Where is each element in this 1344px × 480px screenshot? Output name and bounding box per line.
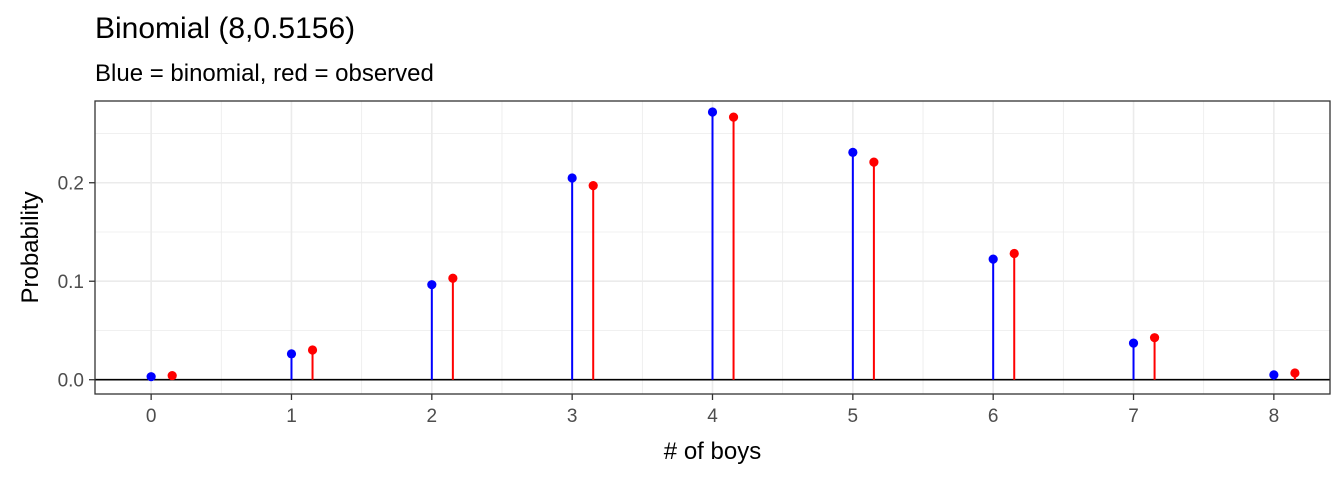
binomial-point <box>427 280 437 290</box>
y-tick-label: 0.1 <box>58 272 84 293</box>
chart-marks <box>146 107 1300 382</box>
observed-point <box>167 370 177 381</box>
chart-title: Binomial (8,0.5156) <box>95 12 356 45</box>
binomial-point <box>146 372 156 382</box>
y-axis-ticks: 0.0 0.1 0.2 <box>58 174 95 392</box>
x-tick-label: 7 <box>1128 406 1139 427</box>
x-tick-label: 4 <box>707 406 718 427</box>
binomial-point <box>988 254 998 264</box>
binomial-point <box>848 147 858 158</box>
y-tick-label: 0.0 <box>58 371 84 392</box>
observed-point <box>1009 248 1019 259</box>
x-tick-label: 3 <box>567 406 578 427</box>
x-tick-label: 2 <box>427 406 438 427</box>
x-tick-label: 5 <box>848 406 859 427</box>
observed-point <box>869 157 879 167</box>
observed-point <box>728 112 739 122</box>
observed-point <box>448 273 458 283</box>
x-tick-label: 8 <box>1269 406 1280 427</box>
y-tick-label: 0.2 <box>58 174 84 195</box>
observed-point <box>307 345 318 355</box>
observed-point <box>1149 333 1160 343</box>
binomial-point <box>1269 370 1279 380</box>
x-tick-label: 6 <box>988 406 999 427</box>
binomial-point <box>286 349 297 359</box>
chart-subtitle: Blue = binomial, red = observed <box>95 60 434 87</box>
x-tick-label: 1 <box>286 406 297 427</box>
observed-point <box>588 181 598 191</box>
binomial-point <box>567 173 577 183</box>
x-axis-title: # of boys <box>664 438 761 465</box>
binomial-point <box>1128 338 1139 348</box>
x-axis-ticks: 0 1 2 3 4 5 6 7 8 <box>146 394 1279 427</box>
y-axis-title: Probability <box>17 191 44 303</box>
x-tick-label: 0 <box>146 406 157 427</box>
observed-point <box>1290 368 1300 378</box>
binomial-point <box>707 107 718 117</box>
